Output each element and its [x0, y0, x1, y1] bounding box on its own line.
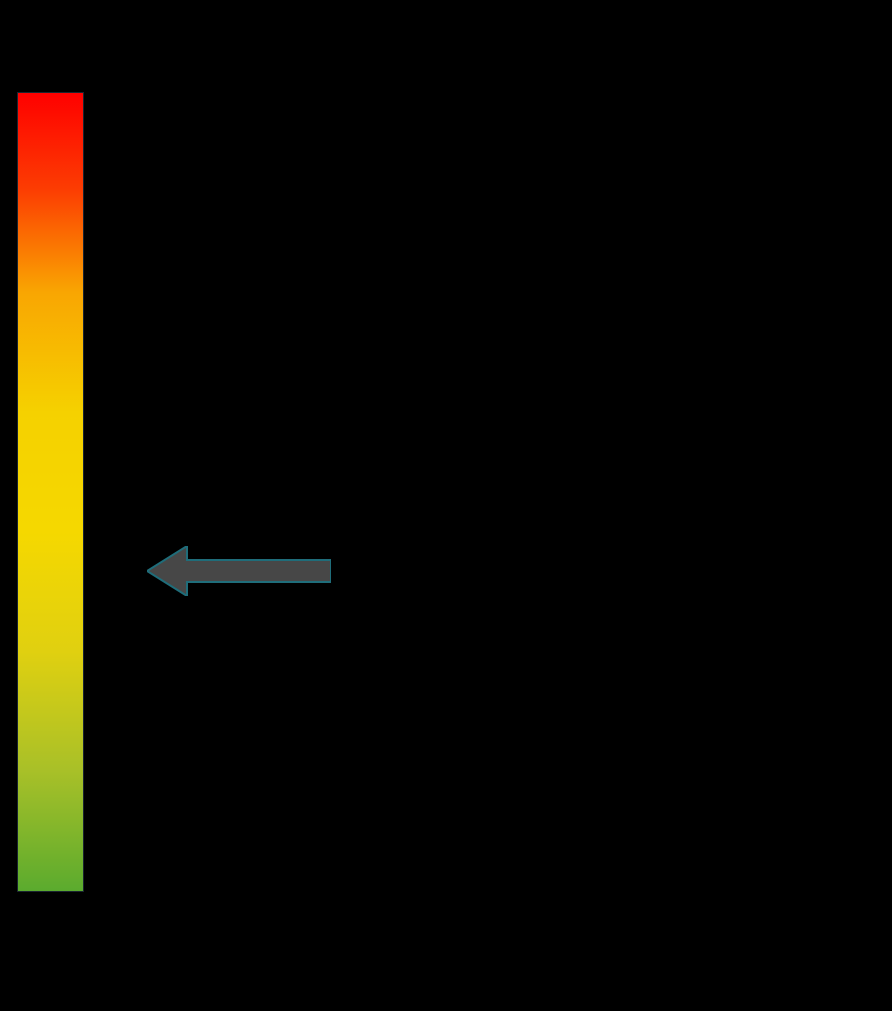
pointer-arrow: [147, 546, 331, 596]
gradient-scale-bar: [17, 92, 84, 892]
